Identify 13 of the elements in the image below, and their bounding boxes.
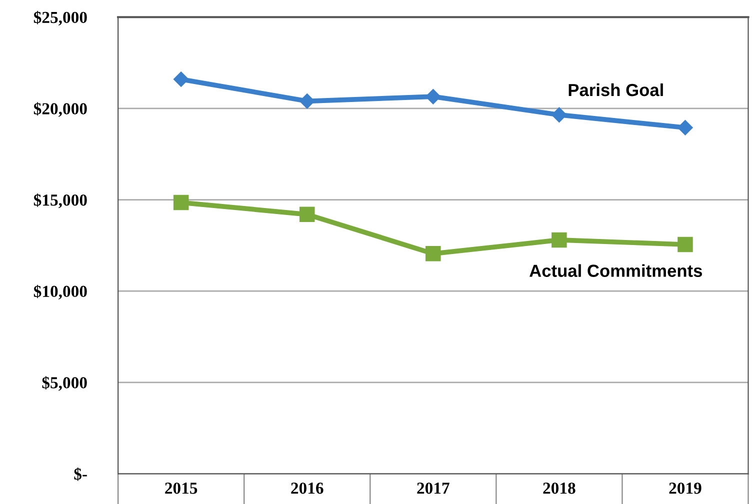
- y-tick-label: $5,000: [42, 376, 87, 391]
- y-tick-label: $10,000: [34, 284, 87, 300]
- series-label: Parish Goal: [568, 83, 663, 96]
- y-tick-label: $15,000: [34, 194, 87, 208]
- x-tick-label: 2019: [669, 482, 702, 494]
- y-tick-label: $25,000: [34, 10, 87, 26]
- x-tick-label: 2016: [291, 482, 324, 494]
- x-tick-label: 2018: [543, 482, 576, 494]
- y-tick-label: $-: [74, 467, 87, 481]
- x-tick-label: 2017: [417, 482, 450, 494]
- y-tick-label: $20,000: [34, 102, 87, 117]
- x-tick-label: 2015: [165, 482, 198, 494]
- series-label: Actual Commitments: [530, 264, 702, 277]
